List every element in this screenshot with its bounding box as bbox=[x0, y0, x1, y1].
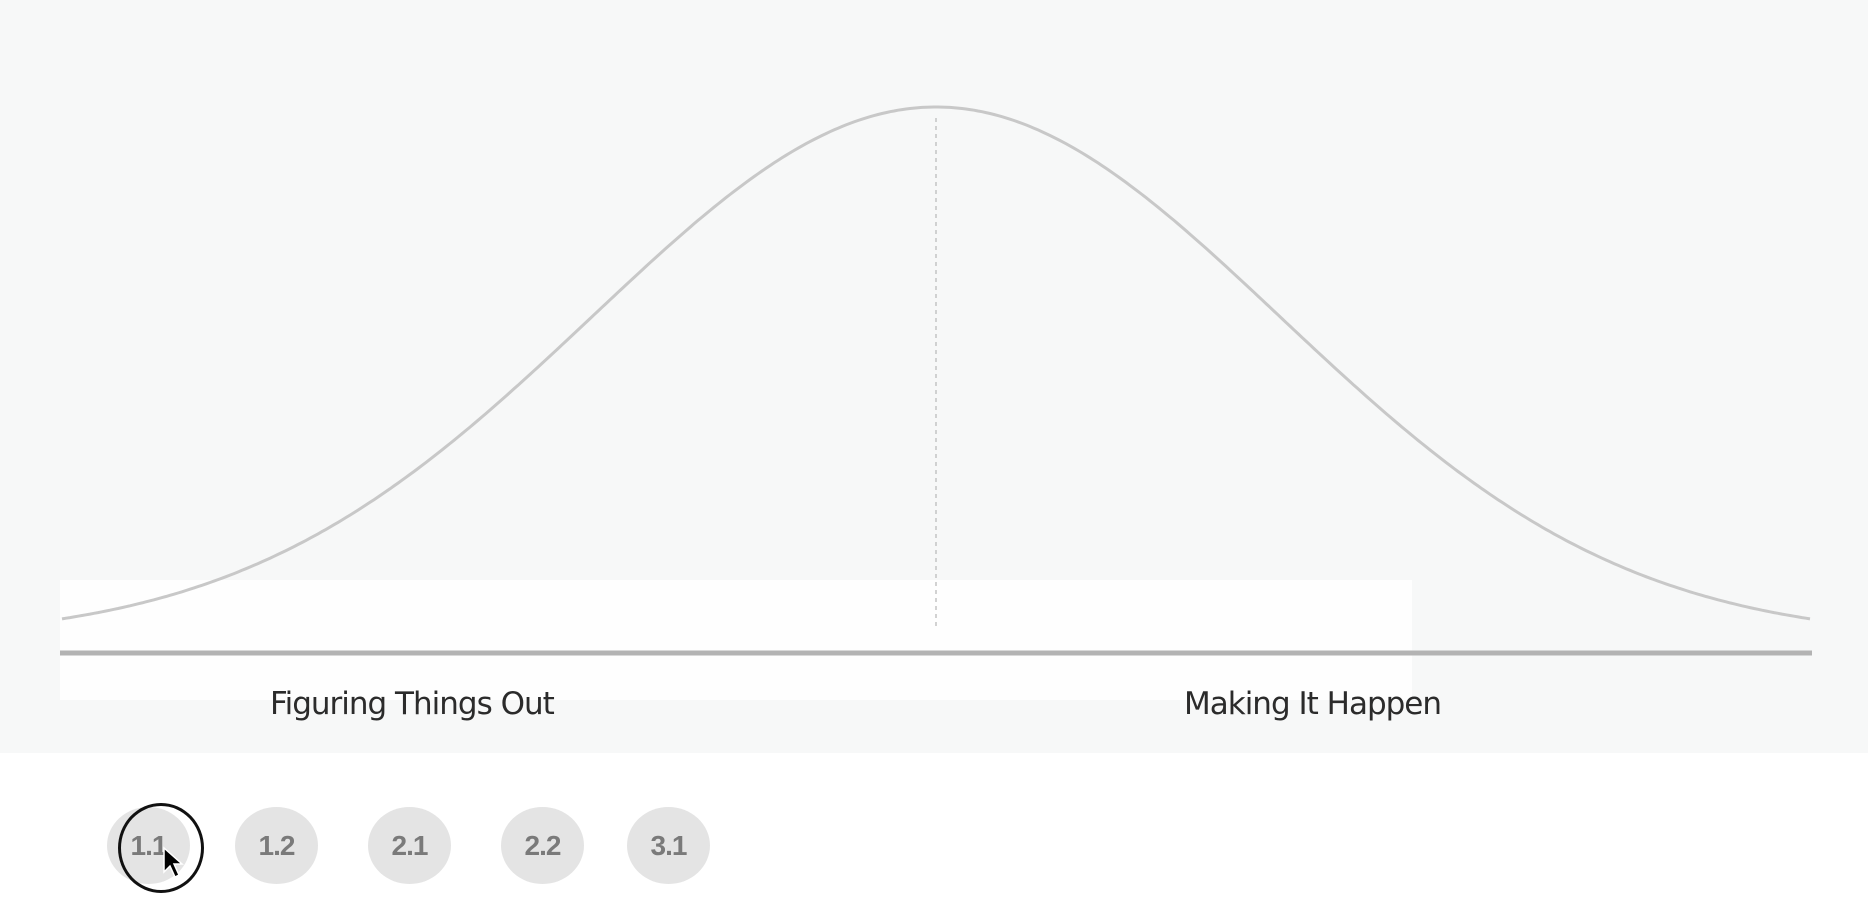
phase-label-figuring-things-out: Figuring Things Out bbox=[270, 686, 555, 722]
step-button-2-1[interactable]: 2.1 bbox=[368, 807, 451, 884]
bell-curve bbox=[61, 105, 1811, 621]
step-button-3-1[interactable]: 3.1 bbox=[627, 807, 710, 884]
mouse-pointer-icon bbox=[163, 846, 184, 879]
step-button-1-2[interactable]: 1.2 bbox=[235, 807, 318, 884]
step-button-2-2[interactable]: 2.2 bbox=[501, 807, 584, 884]
phase-label-making-it-happen: Making It Happen bbox=[1184, 686, 1442, 722]
highlight-band bbox=[60, 580, 1412, 700]
